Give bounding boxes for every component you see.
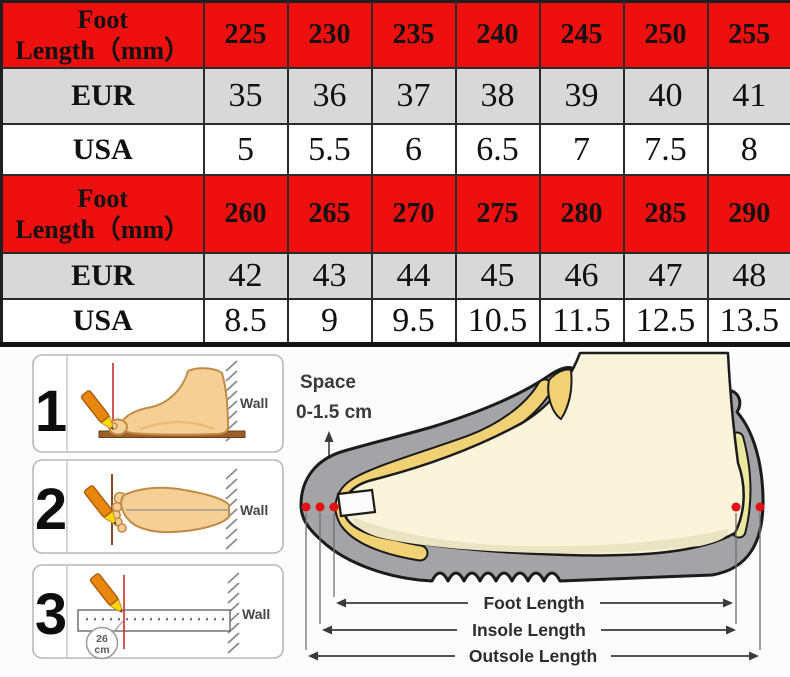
foot-length-header-line2: Length（mm） (15, 36, 191, 65)
foot-length-mm-cell: 285 (622, 174, 709, 254)
insole-length-label: Insole Length (472, 620, 586, 640)
foot-length-header: Foot Length（mm） (0, 174, 205, 254)
dimension-arrowheads (308, 598, 759, 660)
ruler-mark-unit: cm (94, 644, 109, 656)
dimension-arrows (317, 601, 750, 657)
foot-length-mm-cell: 240 (454, 0, 541, 69)
usa-size-cell: 12.5 (622, 298, 709, 345)
foot-length-mm-cell: 235 (370, 0, 457, 69)
measure-step-2: 2 Wall (32, 458, 284, 554)
foot-front-dot (329, 502, 339, 511)
outsole-heel-dot (755, 502, 765, 511)
usa-row-1: USA 5 5.5 6 6.5 7 7.5 8 (0, 123, 790, 176)
eur-size-cell: 44 (370, 252, 457, 300)
eur-size-cell: 43 (286, 252, 373, 300)
outsole-length-label: Outsole Length (469, 646, 597, 666)
step-2-number: 2 (35, 477, 67, 542)
space-note-line1: Space (300, 372, 356, 393)
eur-size-cell: 35 (202, 67, 289, 125)
usa-size-cell: 7.5 (622, 123, 709, 176)
usa-size-cell: 8 (706, 123, 790, 176)
ruler-mark-value: 26 (96, 633, 108, 645)
eur-size-cell: 41 (706, 67, 790, 125)
usa-size-cell: 8.5 (202, 298, 289, 345)
eur-size-cell: 42 (202, 252, 289, 300)
measure-step-3: 3 Wall 26 cm (32, 563, 284, 659)
foot-heel-dot (731, 502, 741, 511)
usa-row-2: USA 8.5 9 9.5 10.5 11.5 12.5 13.5 (0, 298, 790, 345)
eur-label: EUR (0, 67, 205, 125)
foot-length-mm-cell: 250 (622, 0, 709, 69)
space-note-line2: 0-1.5 cm (296, 402, 372, 423)
eur-label: EUR (0, 252, 205, 300)
foot-length-mm-cell: 265 (286, 174, 373, 254)
foot-length-label: Foot Length (483, 593, 584, 613)
usa-size-cell: 6.5 (454, 123, 541, 176)
eur-size-cell: 45 (454, 252, 541, 300)
measuring-guide-illustration: 1 Wall 2 Wall (32, 351, 765, 666)
outsole-front-dot (301, 502, 311, 511)
foot-shading (352, 516, 729, 553)
usa-size-cell: 6 (370, 123, 457, 176)
measurement-callout: 26 cm (85, 620, 124, 659)
foot-side-view-icon (108, 366, 229, 436)
step-1-number: 1 (35, 379, 67, 444)
usa-size-cell: 9.5 (370, 298, 457, 345)
usa-size-cell: 9 (286, 298, 373, 345)
insole-front-dot (315, 502, 325, 511)
eur-size-cell: 46 (538, 252, 625, 300)
foot-length-mm-cell: 290 (706, 174, 790, 254)
usa-size-cell: 5.5 (286, 123, 373, 176)
foot-length-header: Foot Length（mm） (0, 0, 205, 69)
reference-dots (301, 502, 765, 511)
eur-size-cell: 48 (706, 252, 790, 300)
usa-size-cell: 5 (202, 123, 289, 176)
toe-space-gap (336, 488, 377, 517)
foot-length-mm-cell: 260 (202, 174, 289, 254)
eur-size-cell: 47 (622, 252, 709, 300)
foot-length-header-row-2: Foot Length（mm） 260 265 270 275 280 285 … (0, 174, 790, 254)
foot-length-mm-cell: 270 (370, 174, 457, 254)
wall-label: Wall (240, 502, 268, 518)
foot-length-header-line1: Foot (77, 184, 129, 213)
eur-size-cell: 36 (286, 67, 373, 125)
foot-length-mm-cell: 230 (286, 0, 373, 69)
foot-length-header-line2: Length（mm） (15, 215, 191, 244)
eur-row-1: EUR 35 36 37 38 39 40 41 (0, 67, 790, 125)
usa-size-cell: 10.5 (454, 298, 541, 345)
ruler-icon (77, 608, 231, 632)
usa-label: USA (0, 298, 205, 345)
eur-size-cell: 38 (454, 67, 541, 125)
foot-length-mm-cell: 225 (202, 0, 289, 69)
eur-size-cell: 37 (370, 67, 457, 125)
measure-guide-lines (305, 512, 761, 650)
shoe-cross-section: Space 0-1.5 cm (296, 351, 765, 650)
foot-length-mm-cell: 245 (538, 0, 625, 69)
wall-label: Wall (242, 606, 270, 622)
usa-size-cell: 11.5 (538, 298, 625, 345)
measuring-guide: 1 Wall 2 Wall (0, 346, 790, 667)
foot-length-mm-cell: 255 (706, 0, 790, 69)
shoe-size-table: Foot Length（mm） 225 230 235 240 245 250 … (0, 0, 790, 347)
usa-size-cell: 7 (538, 123, 625, 176)
foot-length-header-line1: Foot (77, 5, 129, 34)
eur-size-cell: 40 (622, 67, 709, 125)
foot-length-mm-cell: 280 (538, 174, 625, 254)
foot-length-header-row-1: Foot Length（mm） 225 230 235 240 245 250 … (0, 0, 790, 69)
step-3-number: 3 (35, 582, 67, 647)
usa-size-cell: 13.5 (706, 298, 790, 345)
space-arrowhead-icon (324, 430, 334, 442)
collar-lining (547, 368, 573, 420)
eur-row-2: EUR 42 43 44 45 46 47 48 (0, 252, 790, 300)
eur-size-cell: 39 (538, 67, 625, 125)
measure-step-1: 1 Wall (32, 353, 284, 453)
foot-length-mm-cell: 275 (454, 174, 541, 254)
wall-label: Wall (240, 395, 268, 411)
usa-label: USA (0, 123, 205, 176)
